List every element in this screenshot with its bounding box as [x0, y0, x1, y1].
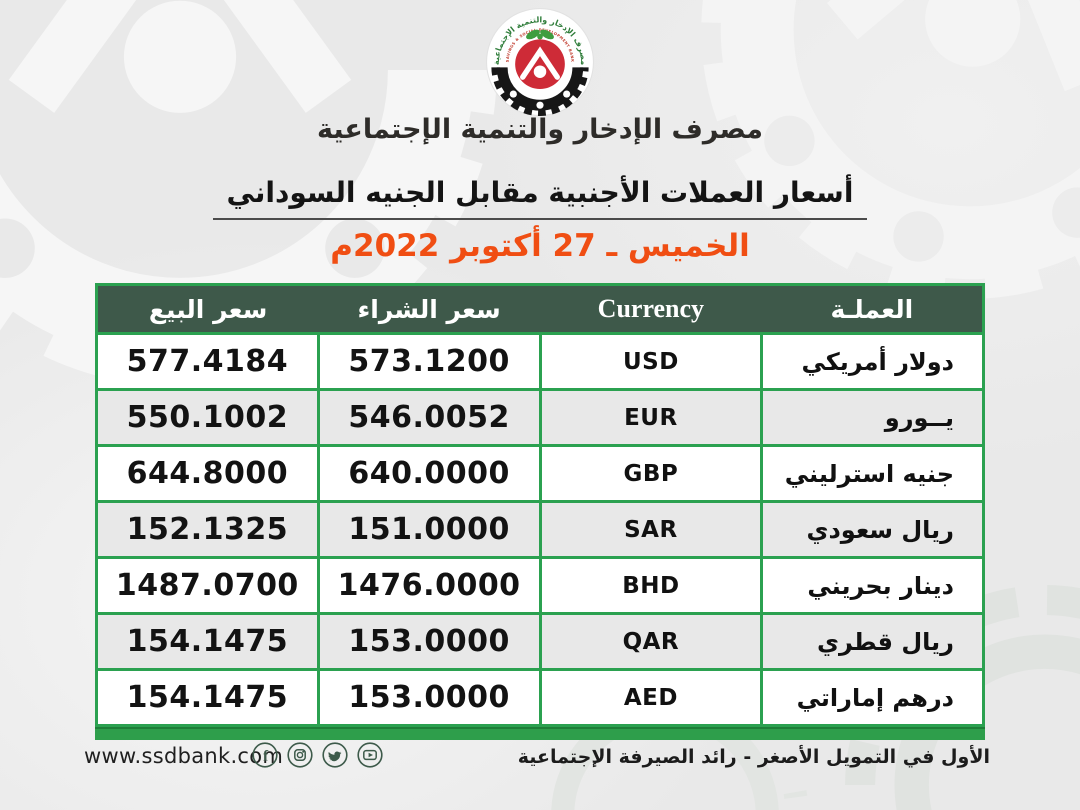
- currency-code-cell: BHD: [538, 556, 764, 615]
- table-row: 154.1475 153.0000 AED درهم إماراتي: [95, 668, 985, 727]
- table-row: 577.4184 573.1200 USD دولار أمريكي: [95, 332, 985, 391]
- buy-price-cell: 151.0000: [316, 500, 542, 559]
- buy-price-cell: 153.0000: [316, 612, 542, 671]
- buy-price-cell: 546.0052: [316, 388, 542, 447]
- currency-code-cell: AED: [538, 668, 764, 727]
- currency-name-cell: دولار أمريكي: [760, 332, 985, 391]
- sell-price-cell: 577.4184: [95, 332, 320, 391]
- sell-price-cell: 1487.0700: [95, 556, 320, 615]
- column-header-currency-name: العملـة: [761, 284, 984, 335]
- table-row: 550.1002 546.0052 EUR يــورو: [95, 388, 985, 447]
- website-url[interactable]: www.ssdbank.com: [84, 744, 284, 768]
- svg-text:f: f: [263, 749, 269, 765]
- exchange-rates-table: سعر البيع سعر الشراء Currency العملـة 57…: [95, 283, 985, 727]
- currency-code-cell: SAR: [538, 500, 764, 559]
- facebook-icon[interactable]: f: [252, 742, 278, 768]
- currency-code-cell: QAR: [538, 612, 764, 671]
- sell-price-cell: 154.1475: [95, 668, 320, 727]
- table-header-row: سعر البيع سعر الشراء Currency العملـة: [96, 284, 984, 335]
- social-icons: f: [252, 742, 383, 768]
- buy-price-cell: 1476.0000: [316, 556, 542, 615]
- table-bottom-bar: [95, 727, 985, 740]
- table-row: 1487.0700 1476.0000 BHD دينار بحريني: [95, 556, 985, 615]
- table-row: 154.1475 153.0000 QAR ريال قطري: [95, 612, 985, 671]
- currency-code-cell: USD: [538, 332, 764, 391]
- sell-price-cell: 152.1325: [95, 500, 320, 559]
- column-header-sell-price: سعر البيع: [96, 284, 319, 335]
- table-row: 644.8000 640.0000 GBP جنيه استرليني: [95, 444, 985, 503]
- buy-price-cell: 640.0000: [316, 444, 542, 503]
- currency-code-cell: EUR: [538, 388, 764, 447]
- currency-name-cell: درهم إماراتي: [760, 668, 985, 727]
- footer-tagline: الأول في التمويل الأصغر - رائد الصيرفة ا…: [517, 746, 990, 768]
- sell-price-cell: 644.8000: [95, 444, 320, 503]
- page-title: أسعار العملات الأجنبية مقابل الجنيه السو…: [212, 176, 868, 220]
- currency-name-cell: جنيه استرليني: [760, 444, 985, 503]
- currency-name-cell: يــورو: [760, 388, 985, 447]
- twitter-icon[interactable]: [322, 742, 348, 768]
- buy-price-cell: 573.1200: [316, 332, 542, 391]
- currency-name-cell: ريال سعودي: [760, 500, 985, 559]
- column-header-buy-price: سعر الشراء: [318, 284, 540, 335]
- table-row: 152.1325 151.0000 SAR ريال سعودي: [95, 500, 985, 559]
- sell-price-cell: 550.1002: [95, 388, 320, 447]
- column-header-currency-code: Currency: [540, 284, 762, 335]
- instagram-icon[interactable]: [287, 742, 313, 768]
- buy-price-cell: 153.0000: [316, 668, 542, 727]
- date-label: الخميس ـ 27 أكتوبر 2022م: [330, 228, 750, 264]
- youtube-icon[interactable]: [357, 742, 383, 768]
- bank-name: مصرف الإدخار والتنمية الإجتماعية: [316, 114, 763, 145]
- currency-code-cell: GBP: [538, 444, 764, 503]
- sell-price-cell: 154.1475: [95, 612, 320, 671]
- currency-name-cell: ريال قطري: [760, 612, 985, 671]
- currency-name-cell: دينار بحريني: [760, 556, 985, 615]
- bank-logo: مصرف الإدخار والتنمية الإجتماعية SAVINGS…: [486, 8, 594, 116]
